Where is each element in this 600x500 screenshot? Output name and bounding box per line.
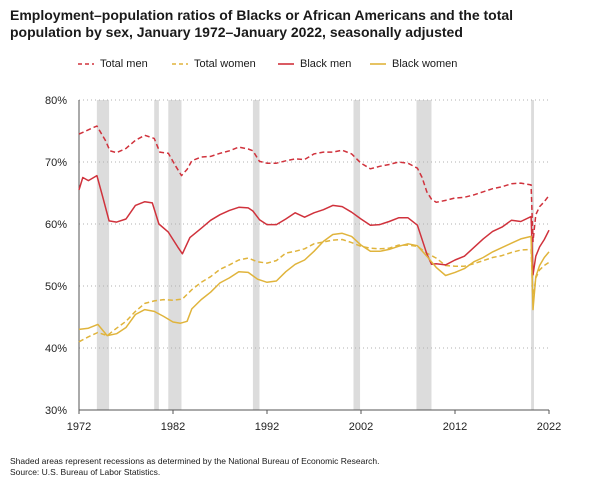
legend-item-black-men: Black men — [278, 58, 351, 70]
recession-band — [252, 100, 260, 410]
y-tick-label: 30% — [45, 405, 67, 417]
series-line-black-men — [78, 174, 550, 276]
recession-band — [416, 100, 432, 410]
legend-label: Black men — [300, 58, 352, 70]
legend: Total men Total women Black men Black wo… — [0, 58, 600, 74]
y-tick-label: 70% — [45, 157, 67, 169]
series-line-total-women — [78, 238, 550, 343]
y-tick-label: 80% — [45, 95, 67, 107]
recession-band — [168, 100, 182, 410]
x-tick-label: 1982 — [161, 421, 185, 433]
series-line-total-men — [78, 125, 550, 243]
legend-label: Black women — [392, 58, 458, 70]
note-recessions: Shaded areas represent recessions as det… — [10, 456, 380, 466]
legend-label: Total women — [194, 58, 256, 70]
legend-label: Total men — [100, 58, 148, 70]
legend-swatch-solid-red — [278, 63, 294, 65]
legend-item-black-women: Black women — [370, 58, 457, 70]
x-tick-label: 2012 — [443, 421, 467, 433]
legend-swatch-dashed-red — [78, 63, 94, 65]
recession-band — [353, 100, 361, 410]
recession-band — [96, 100, 110, 410]
x-tick-label: 1972 — [67, 421, 91, 433]
recession-band — [154, 100, 159, 410]
legend-item-total-men: Total men — [78, 58, 148, 70]
x-tick-label: 2002 — [349, 421, 373, 433]
series-line-black-women — [78, 232, 550, 337]
line-chart: 30% 40% 50% 60% 70% 80% 1972 1982 1992 2002 2012 20… — [45, 95, 561, 433]
legend-swatch-dashed-gold — [172, 63, 188, 65]
y-tick-label: 50% — [45, 281, 67, 293]
note-source: Source: U.S. Bureau of Labor Statistics. — [10, 467, 161, 477]
y-tick-label: 40% — [45, 343, 67, 355]
x-tick-label: 2022 — [537, 421, 561, 433]
chart-notes: Shaded areas represent recessions as det… — [10, 456, 379, 478]
chart-title: Employment–population ratios of Blacks o… — [10, 7, 514, 40]
y-tick-label: 60% — [45, 219, 67, 231]
x-tick-label: 1992 — [255, 421, 279, 433]
legend-item-total-women: Total women — [172, 58, 256, 70]
legend-swatch-solid-gold — [370, 63, 386, 65]
